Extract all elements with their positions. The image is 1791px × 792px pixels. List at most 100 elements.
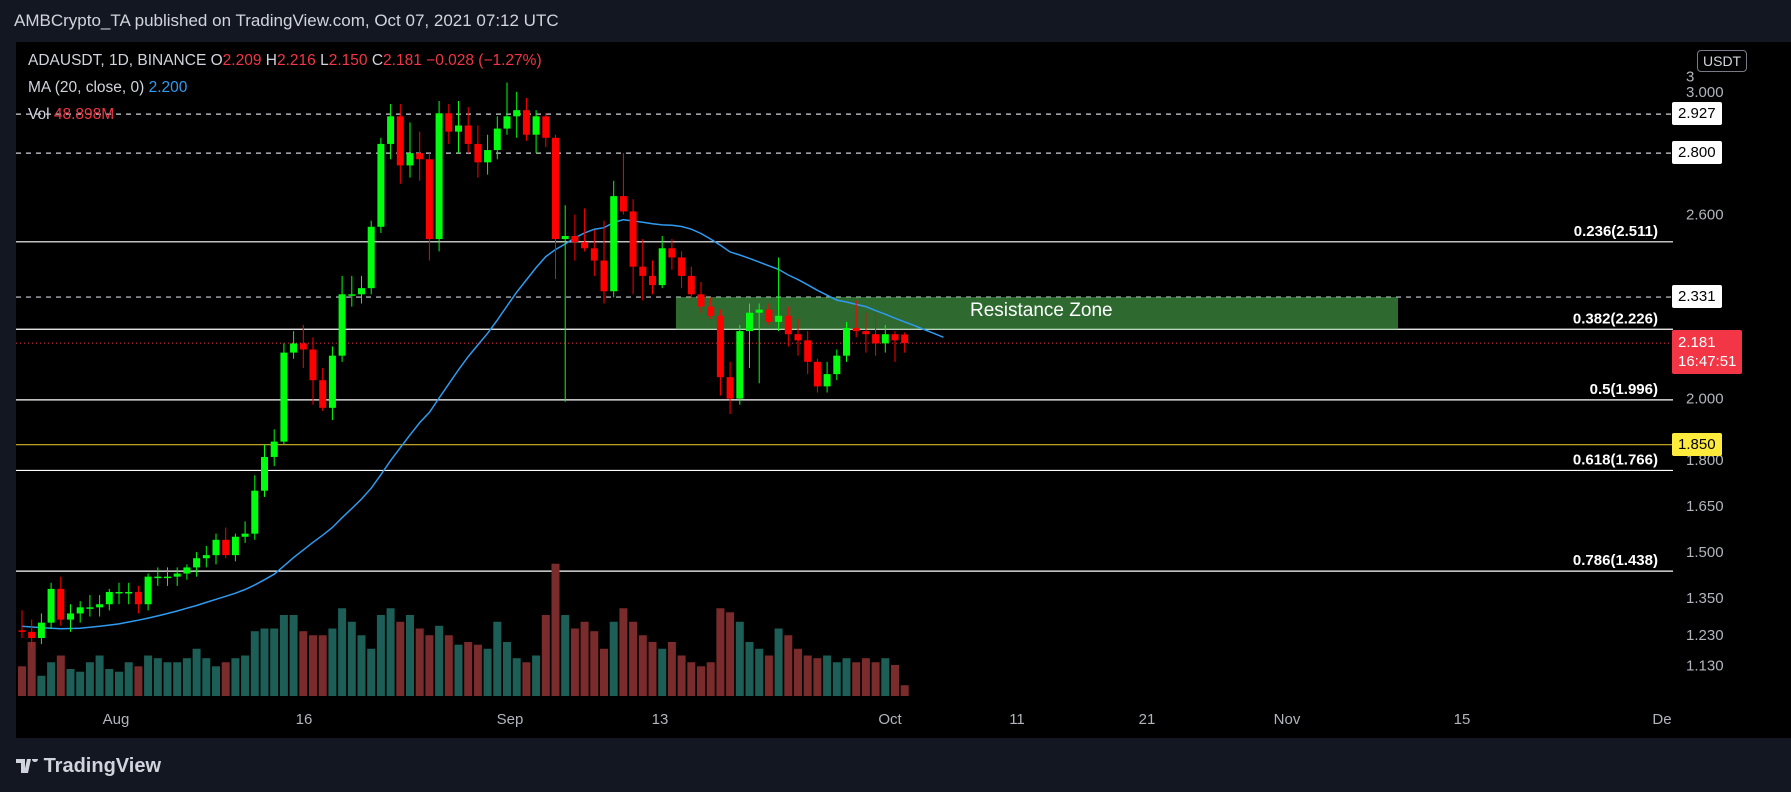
time-axis-label: Sep	[497, 711, 524, 728]
candle	[707, 297, 715, 319]
candle-body	[425, 159, 433, 240]
candle	[57, 576, 65, 626]
candle	[532, 110, 540, 154]
candle-body	[251, 490, 259, 534]
volume-bar	[638, 635, 647, 696]
candle	[367, 220, 375, 295]
legend-low-label: L	[320, 52, 329, 69]
volume-bar	[629, 621, 638, 696]
candle-body	[513, 110, 521, 117]
candle	[445, 104, 453, 144]
candle	[125, 582, 133, 605]
volume-bar	[454, 644, 463, 696]
candle-body	[299, 343, 307, 350]
price-tag: 2.331	[1672, 285, 1722, 309]
volume-bar	[774, 628, 783, 696]
candle-body	[290, 343, 298, 353]
candle-body	[862, 331, 870, 335]
time-axis-label: Oct	[878, 711, 902, 728]
candle-body	[416, 153, 424, 160]
candle-body	[775, 315, 783, 322]
tradingview-logo-icon	[16, 756, 38, 773]
legend-volume[interactable]: Vol 48.898M	[28, 106, 114, 124]
candle-body	[348, 294, 356, 296]
volume-bar	[823, 655, 832, 696]
volume-bar	[367, 648, 376, 696]
candle-body	[629, 211, 637, 267]
volume-bar	[37, 675, 46, 696]
fib-label: 0.5(1.996)	[1590, 381, 1658, 398]
candle	[193, 552, 201, 577]
candle-body	[270, 441, 278, 457]
candle	[513, 91, 521, 138]
volume-bar	[881, 658, 890, 696]
legend-open-value: 2.209	[222, 52, 262, 69]
candle	[134, 585, 142, 614]
legend-close-value: 2.181	[383, 52, 422, 69]
candle-body	[542, 116, 550, 138]
candle-body	[37, 622, 45, 639]
candle	[843, 321, 850, 362]
price-tag: 2.800	[1672, 141, 1722, 165]
volume-bar	[415, 628, 424, 696]
candle	[105, 588, 113, 611]
price-axis-tick: 2.000	[1686, 391, 1724, 408]
candle-body	[387, 116, 395, 144]
candle-body	[164, 576, 171, 579]
candle	[202, 545, 210, 568]
legend-ma-label: MA (20, close, 0)	[28, 79, 145, 96]
time-axis-label: 21	[1139, 711, 1156, 728]
volume-bar	[891, 664, 899, 696]
candle	[726, 361, 734, 414]
bar-countdown: 16:47:51	[1678, 353, 1737, 371]
candle-body	[144, 576, 152, 605]
candle-body	[261, 456, 268, 491]
volume-bar	[153, 658, 162, 696]
fib-label: 0.786(1.438)	[1573, 552, 1658, 569]
candle-body	[212, 539, 220, 556]
volume-bar	[124, 662, 133, 696]
candle-body	[804, 340, 812, 362]
volume-bar	[85, 662, 94, 696]
tradingview-logo[interactable]: TradingView	[16, 755, 161, 778]
candle	[396, 104, 404, 184]
volume-bar	[503, 642, 511, 696]
candle	[765, 303, 773, 325]
volume-bar	[658, 648, 667, 696]
legend-ma[interactable]: MA (20, close, 0) 2.200	[28, 79, 187, 97]
candle-body	[67, 613, 74, 620]
price-axis-top-tick: 3	[1686, 68, 1694, 85]
candle	[241, 521, 249, 543]
currency-unit-button[interactable]: USDT	[1697, 50, 1748, 72]
candle-body	[658, 248, 666, 286]
price-axis-tick: 1.130	[1686, 658, 1724, 675]
candle	[435, 100, 443, 252]
candle	[901, 332, 909, 353]
candle	[881, 324, 889, 353]
volume-bar	[435, 625, 444, 696]
candle-body	[561, 235, 569, 240]
price-chart[interactable]: Resistance Zone 0.236(2.511) 0.382(2.226)…	[0, 42, 1791, 742]
time-axis-label: De	[1652, 711, 1671, 728]
volume-bar	[250, 631, 259, 696]
candle-body	[47, 588, 55, 623]
volume-bar	[483, 648, 492, 696]
volume-bar	[95, 655, 104, 696]
candle-body	[813, 361, 821, 387]
candle-body	[736, 331, 744, 399]
candle	[775, 257, 783, 332]
candle	[736, 324, 744, 405]
volume-bar	[221, 662, 230, 696]
candle-body	[872, 334, 880, 344]
volume-bar	[745, 642, 754, 696]
candle-body	[183, 567, 191, 574]
legend-change: −0.028 (−1.27%)	[426, 52, 542, 69]
current-price-tag: 2.181 16:47:51	[1672, 330, 1743, 375]
candle	[76, 601, 84, 623]
volume-bar	[570, 628, 579, 696]
candle-body	[377, 143, 385, 227]
candle	[173, 567, 181, 586]
volume-bar	[105, 669, 114, 696]
candle	[183, 564, 191, 580]
candle	[425, 153, 433, 261]
